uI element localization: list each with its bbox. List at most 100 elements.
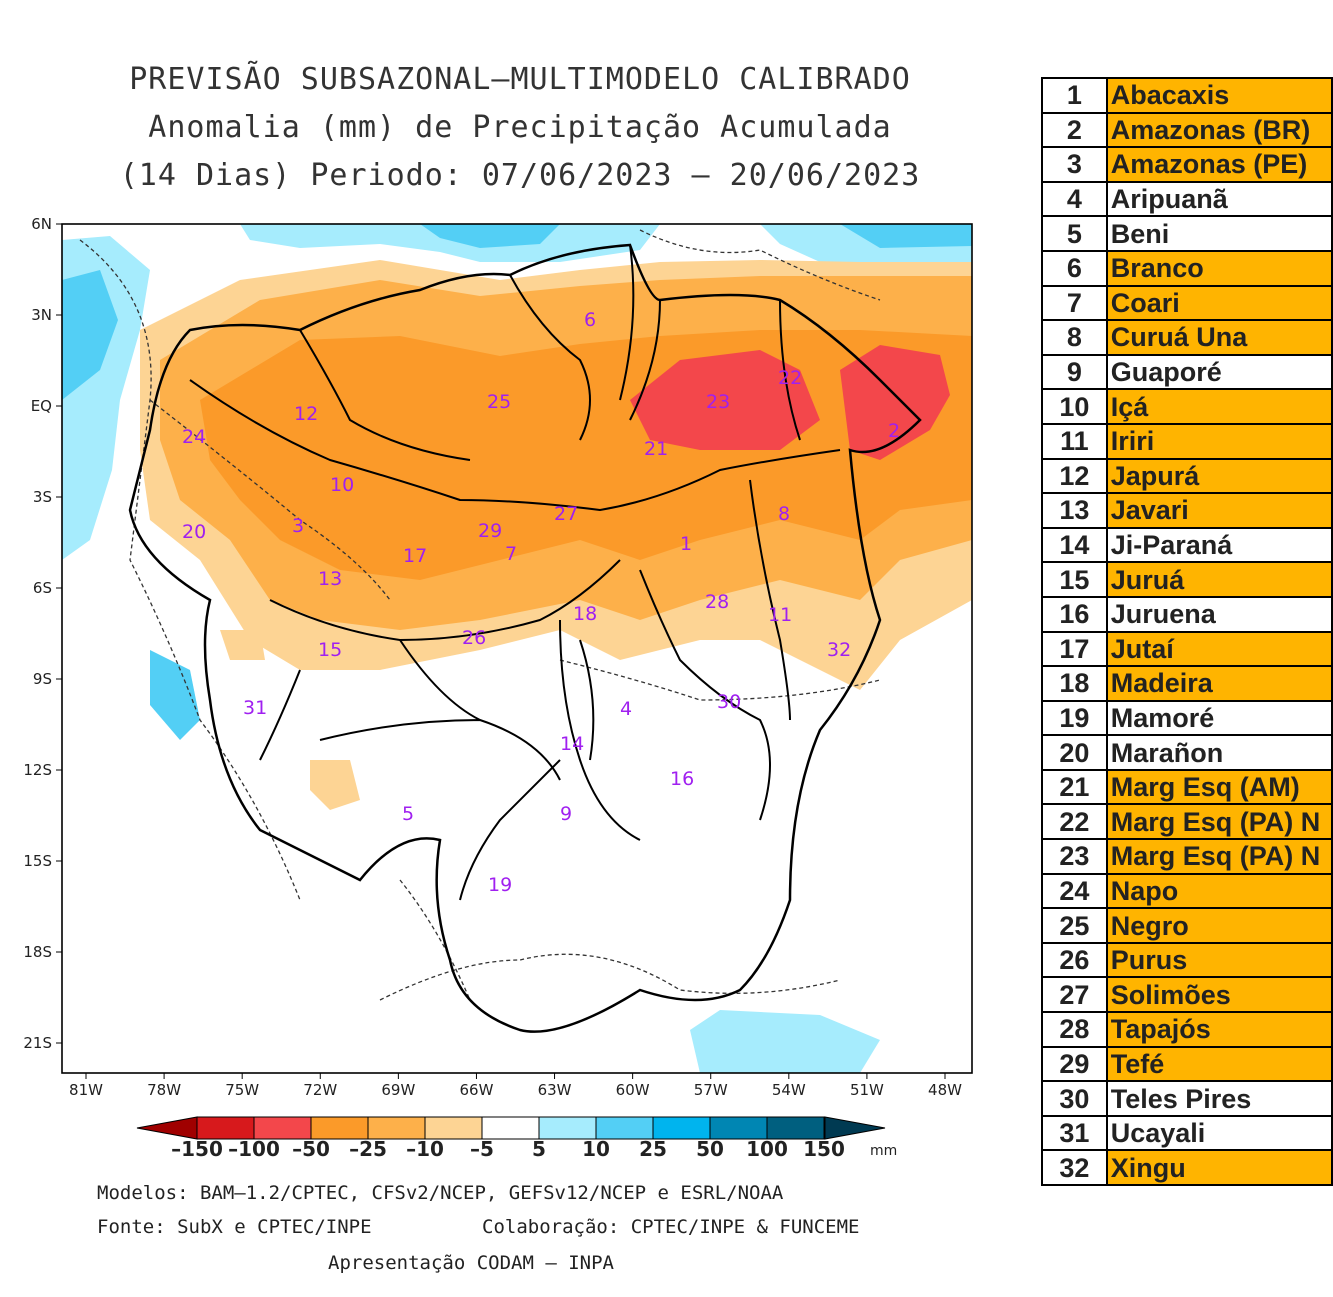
precipitation-anomaly-map: 1 2 3 4 5 6 7 8 9 10 11 12 13 14 15 16 1… [23,215,973,1099]
legend-label: –5 [470,1137,494,1161]
legend-swatch [481,1116,540,1140]
basin-name: Marg Esq (PA) N [1105,803,1333,841]
dry-area-south [310,760,360,810]
legend-tip-low [136,1116,198,1140]
basin-name: Tapajós [1105,1011,1333,1048]
basin-label-1: 1 [680,533,692,555]
legend-swatch [766,1116,825,1140]
basin-number: 25 [1041,907,1108,944]
lat-label: 6N [31,215,52,233]
basin-label-12: 12 [294,403,318,425]
basin-number: 27 [1041,976,1108,1014]
basin-number: 7 [1041,284,1108,322]
legend-swatch [709,1116,768,1140]
legend-swatch [424,1116,483,1140]
legend-label: 5 [532,1137,546,1161]
table-row: 1 Abacaxis [1041,77,1333,114]
basin-name: Branco [1105,249,1333,287]
wet-area-west-core [62,270,118,400]
basin-number: 17 [1041,630,1108,668]
basin-label-6: 6 [584,309,596,331]
wet-area-north-core [420,224,560,248]
basin-label-15: 15 [318,639,342,661]
table-row: 14 Ji-Paraná [1041,526,1333,564]
lat-label: 6S [33,579,52,597]
basin-number: 2 [1041,111,1108,149]
legend-label: 50 [696,1137,724,1161]
basin-label-18: 18 [573,603,597,625]
basin-label-16: 16 [670,768,694,790]
table-row: 11 Iriri [1041,422,1333,460]
credit-collaboration: Colaboração: CPTEC/INPE & FUNCEME [482,1216,860,1238]
basin-number: 22 [1041,803,1108,841]
credit-presentation: Apresentação CODAM – INPA [328,1252,614,1274]
table-row: 25 Negro [1041,907,1333,944]
basin-label-4: 4 [620,698,632,720]
legend-label: –10 [406,1137,444,1161]
lon-label: 63W [538,1081,572,1099]
legend-swatch [253,1116,312,1140]
lon-label: 78W [147,1081,181,1099]
table-row: 28 Tapajós [1041,1011,1333,1048]
basin-number: 12 [1041,457,1108,495]
table-row: 24 Napo [1041,872,1333,910]
lat-label: 3N [31,306,52,324]
basin-number: 21 [1041,768,1108,806]
lon-label: 75W [225,1081,259,1099]
lon-label: 72W [303,1081,337,1099]
table-row: 12 Japurá [1041,457,1333,495]
basin-number: 14 [1041,526,1108,564]
basin-name: Ucayali [1105,1114,1333,1152]
basin-name: Içá [1105,388,1333,425]
basin-label-14: 14 [560,733,584,755]
lon-label: 60W [616,1081,650,1099]
legend-label: –100 [228,1137,280,1161]
sub-basin-boundaries [189,244,841,901]
basin-number: 6 [1041,249,1108,287]
table-row: 4 Aripuanã [1041,180,1333,218]
basin-number: 10 [1041,388,1108,425]
basin-name: Teles Pires [1105,1080,1333,1117]
basin-name: Marg Esq (AM) [1105,768,1333,806]
basin-label-26: 26 [462,627,486,649]
lat-label: 3S [33,488,52,506]
wet-area-northeast-core [840,224,972,248]
wet-area-north [240,224,660,262]
basin-name: Beni [1105,215,1333,252]
basin-name: Marañon [1105,734,1333,771]
table-row: 3 Amazonas (PE) [1041,146,1333,183]
basin-label-23: 23 [706,391,730,413]
basin-label-20: 20 [182,521,206,543]
table-row: 27 Solimões [1041,976,1333,1014]
table-row: 21 Marg Esq (AM) [1041,768,1333,806]
longitude-axis: 81W 78W 75W 72W 69W 66W 63W 60W 57W 54W 51W 48W [69,1073,962,1099]
dry-area-very-strong-b [840,345,950,460]
basin-name: Amazonas (PE) [1105,146,1333,183]
table-row: 15 Juruá [1041,561,1333,598]
basin-label-13: 13 [318,568,342,590]
basin-label-9: 9 [560,803,572,825]
lat-label: 21S [23,1034,52,1052]
basin-number: 11 [1041,422,1108,460]
basin-label-21: 21 [644,438,668,460]
legend-swatch [538,1116,597,1140]
basins-table: 1 Abacaxis 2 Amazonas (BR) 3 Amazonas (PE) 4 Ar… [1041,77,1333,1186]
basin-name: Javari [1105,492,1333,529]
wet-area-south [690,1010,880,1073]
basin-name: Ji-Paraná [1105,526,1333,564]
basin-name: Solimões [1105,976,1333,1014]
basin-label-19: 19 [488,874,512,896]
basin-number: 4 [1041,180,1108,218]
table-row: 23 Marg Esq (PA) N [1041,838,1333,875]
basin-label-3: 3 [292,515,304,537]
basin-number: 28 [1041,1011,1108,1048]
basin-number: 18 [1041,665,1108,702]
basin-label-28: 28 [705,591,729,613]
basin-name: Aripuanã [1105,180,1333,218]
basin-number: 23 [1041,838,1108,875]
table-row: 19 Mamoré [1041,699,1333,737]
country-borders [79,229,881,1001]
basin-name: Curuá Una [1105,319,1333,356]
basin-label-5: 5 [402,803,414,825]
basin-number: 9 [1041,353,1108,391]
